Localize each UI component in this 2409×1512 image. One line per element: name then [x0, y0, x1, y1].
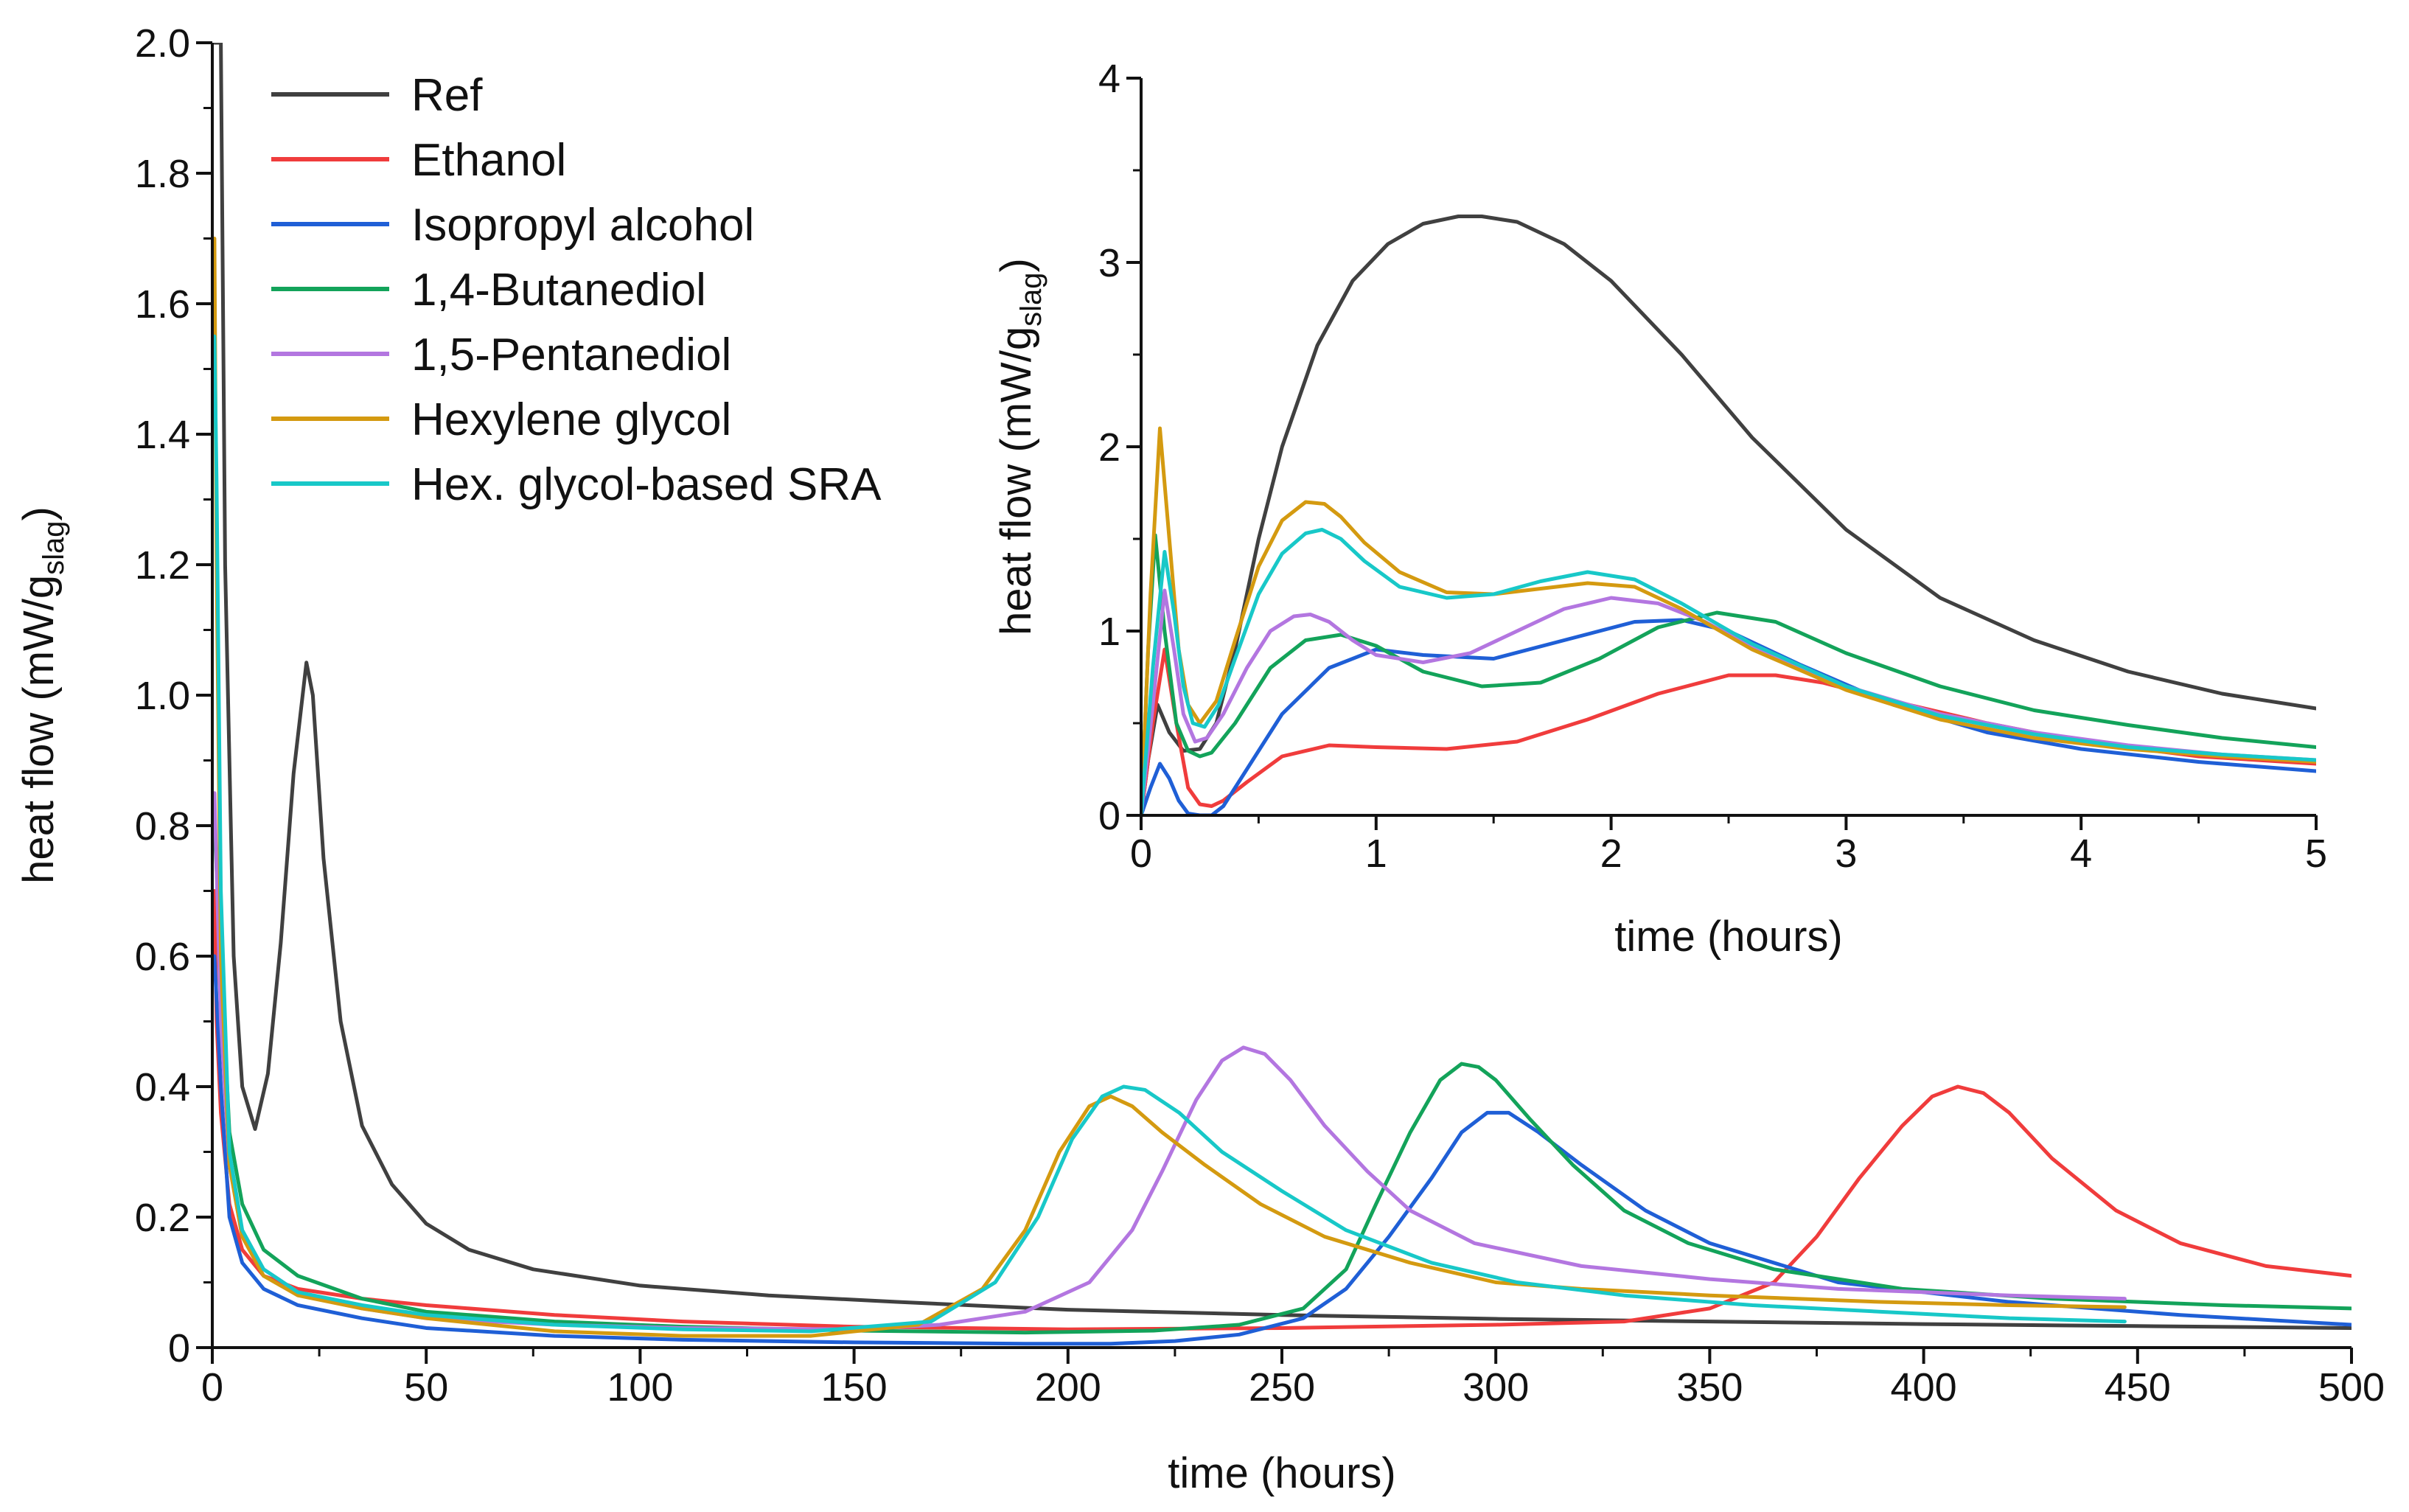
- main-series-line-3: [212, 823, 2352, 1335]
- legend-label-4: 1,5-Pentanediol: [411, 330, 731, 380]
- main-y-tick-label: 1.0: [135, 674, 190, 718]
- inset-series-group: [1141, 215, 2316, 815]
- inset-y-axis-title-main: heat flow (mW/g: [992, 327, 1040, 635]
- inset-x-tick-label: 2: [1600, 832, 1622, 876]
- inset-y-axis-title-sub: slag: [1015, 272, 1047, 326]
- legend-label-5: Hexylene glycol: [411, 394, 731, 445]
- main-x-tick-label: 200: [1035, 1365, 1101, 1410]
- main-y-tick-label: 1.6: [135, 282, 190, 327]
- main-series-line-2: [212, 954, 2352, 1346]
- main-x-tick-label: 50: [404, 1365, 448, 1410]
- main-series-line-0: [212, 43, 2352, 1330]
- inset-x-tick-label: 1: [1365, 832, 1387, 876]
- main-y-tick-label: 1.8: [135, 152, 190, 196]
- main-y-axis-title-main: heat flow (mW/g: [15, 575, 63, 884]
- main-y-tick-label: 0.6: [135, 935, 190, 979]
- inset-y-axis-title: heat flow (mW/gslag): [992, 258, 1047, 635]
- main-x-tick-label: 400: [1891, 1365, 1957, 1410]
- inset-chart: 0 1 2 3 4 5 0 1 2 3 4 time (hours) heat flow (mW/gsl…: [992, 57, 2327, 961]
- main-series-line-5: [212, 237, 2127, 1338]
- main-y-tick-label: 0.8: [135, 804, 190, 849]
- inset-y-axis-title-end: ): [992, 258, 1040, 272]
- inset-x-tick-label: 4: [2070, 832, 2092, 876]
- main-y-tick-label: 1.2: [135, 543, 190, 588]
- legend-label-6: Hex. glycol-based SRA: [411, 459, 882, 510]
- main-y-tick-label: 0: [168, 1326, 190, 1370]
- main-x-tick-label: 100: [607, 1365, 673, 1410]
- main-series-group: [212, 43, 2352, 1346]
- main-x-tick-label: 350: [1676, 1365, 1743, 1410]
- main-x-tick-label: 0: [201, 1365, 223, 1410]
- legend-label-0: Ref: [411, 70, 483, 121]
- main-series-line-6: [212, 334, 2127, 1334]
- legend: Ref Ethanol Isopropyl alcohol 1,4-Butanedio…: [271, 70, 882, 510]
- main-x-tick-label: 500: [2318, 1365, 2385, 1410]
- main-x-axis-title: time (hours): [1168, 1449, 1395, 1497]
- inset-x-tick-label: 3: [1835, 832, 1857, 876]
- main-x-tick-label: 450: [2105, 1365, 2171, 1410]
- legend-label-3: 1,4-Butanediol: [411, 265, 706, 316]
- main-y-tick-label: 0.4: [135, 1065, 190, 1109]
- inset-x-tick-label: 5: [2305, 832, 2327, 876]
- main-y-axis-title-end: ): [15, 506, 63, 520]
- inset-x-axis-title: time (hours): [1614, 913, 1842, 961]
- main-y-tick-label: 2.0: [135, 21, 190, 66]
- legend-label-2: Isopropyl alcohol: [411, 200, 754, 251]
- inset-series-line-6: [1141, 528, 2316, 815]
- main-x-tick-label: 150: [821, 1365, 888, 1410]
- legend-label-1: Ethanol: [411, 135, 566, 186]
- main-x-tick-label: 300: [1463, 1365, 1529, 1410]
- inset-y-tick-label: 4: [1098, 57, 1120, 101]
- inset-y-tick-label: 2: [1098, 425, 1120, 470]
- main-y-axis-title-sub: slag: [38, 520, 70, 574]
- main-y-tick-label: 0.2: [135, 1196, 190, 1240]
- main-x-tick-label: 250: [1249, 1365, 1315, 1410]
- main-y-tick-label: 1.4: [135, 413, 190, 457]
- inset-y-tick-label: 3: [1098, 241, 1120, 285]
- main-y-axis-title: heat flow (mW/gslag): [15, 506, 70, 884]
- inset-y-tick-label: 0: [1098, 794, 1120, 838]
- main-chart: 0 50 100 150 200 250 300 350 400 450 50000.20.40.6…: [15, 21, 2385, 1497]
- inset-y-tick-label: 1: [1098, 610, 1120, 654]
- inset-x-tick-label: 0: [1130, 832, 1152, 876]
